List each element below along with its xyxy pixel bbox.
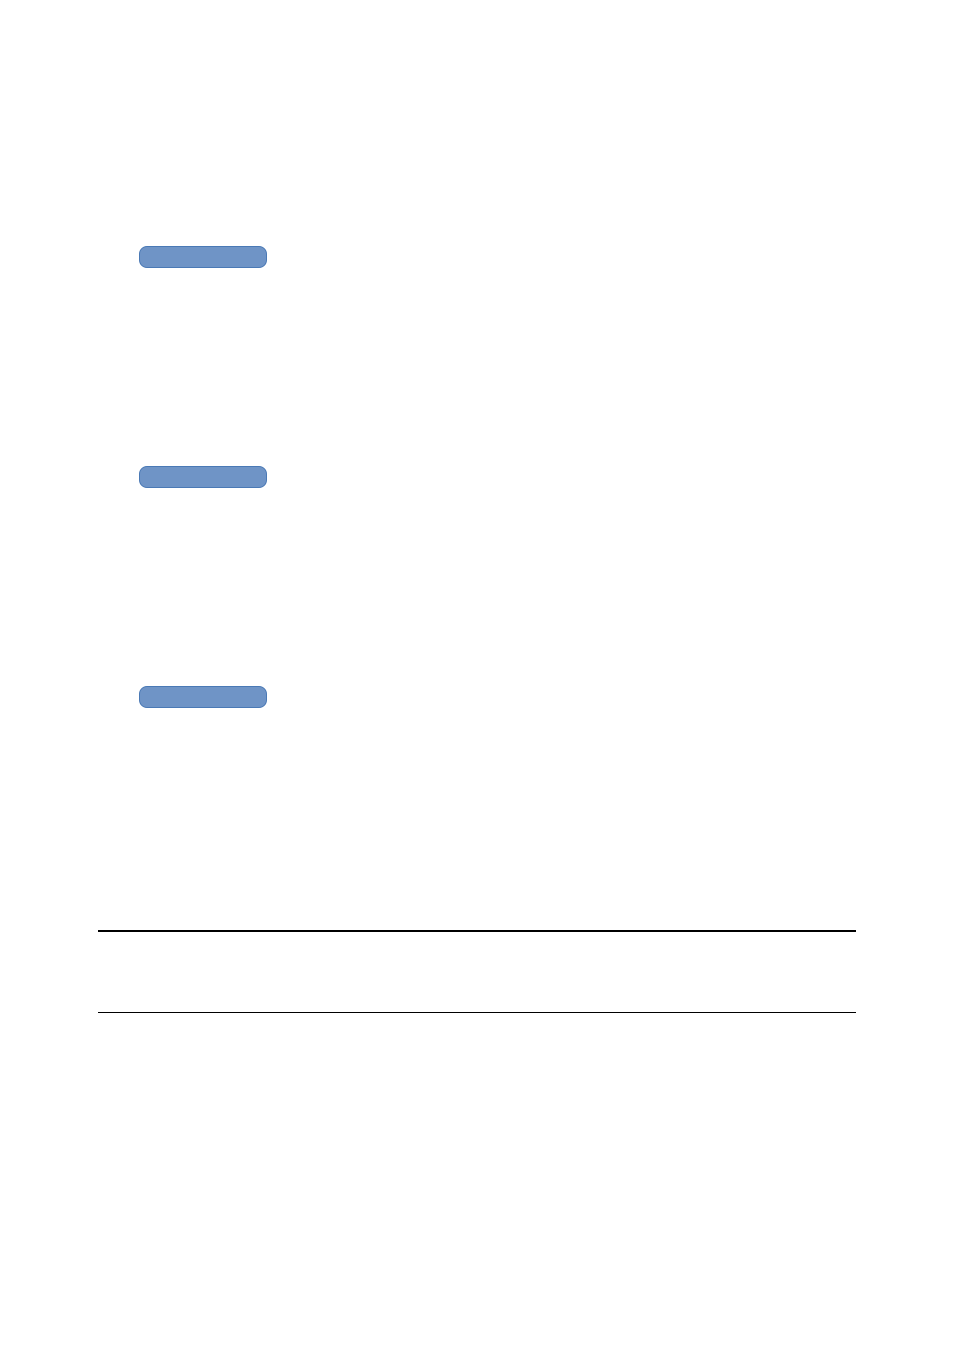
horizontal-rule [98, 1012, 856, 1013]
document-page [0, 0, 954, 1352]
horizontal-rule [98, 930, 856, 932]
pill-shape [139, 686, 267, 708]
pill-shape [139, 246, 267, 268]
pill-shape [139, 466, 267, 488]
